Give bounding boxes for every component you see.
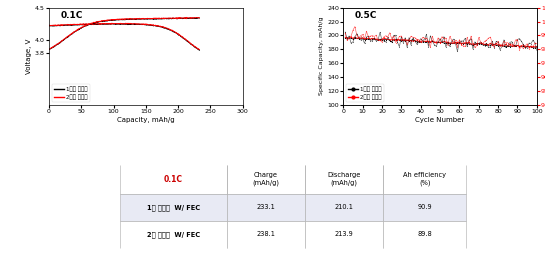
Legend: 1단계 개발품, 2단계 개발품: 1단계 개발품, 2단계 개발품: [346, 84, 384, 102]
Y-axis label: Voltage, V: Voltage, V: [26, 38, 32, 74]
Text: 0.5C: 0.5C: [355, 11, 377, 20]
Y-axis label: Specific Capacity, mAh/g: Specific Capacity, mAh/g: [319, 17, 324, 95]
Text: 0.1C: 0.1C: [60, 11, 83, 20]
X-axis label: Capacity, mAh/g: Capacity, mAh/g: [117, 116, 174, 123]
Legend: 1단계 개발품, 2단계 개발품: 1단계 개발품, 2단계 개발품: [52, 84, 90, 102]
X-axis label: Cycle Number: Cycle Number: [415, 116, 465, 123]
